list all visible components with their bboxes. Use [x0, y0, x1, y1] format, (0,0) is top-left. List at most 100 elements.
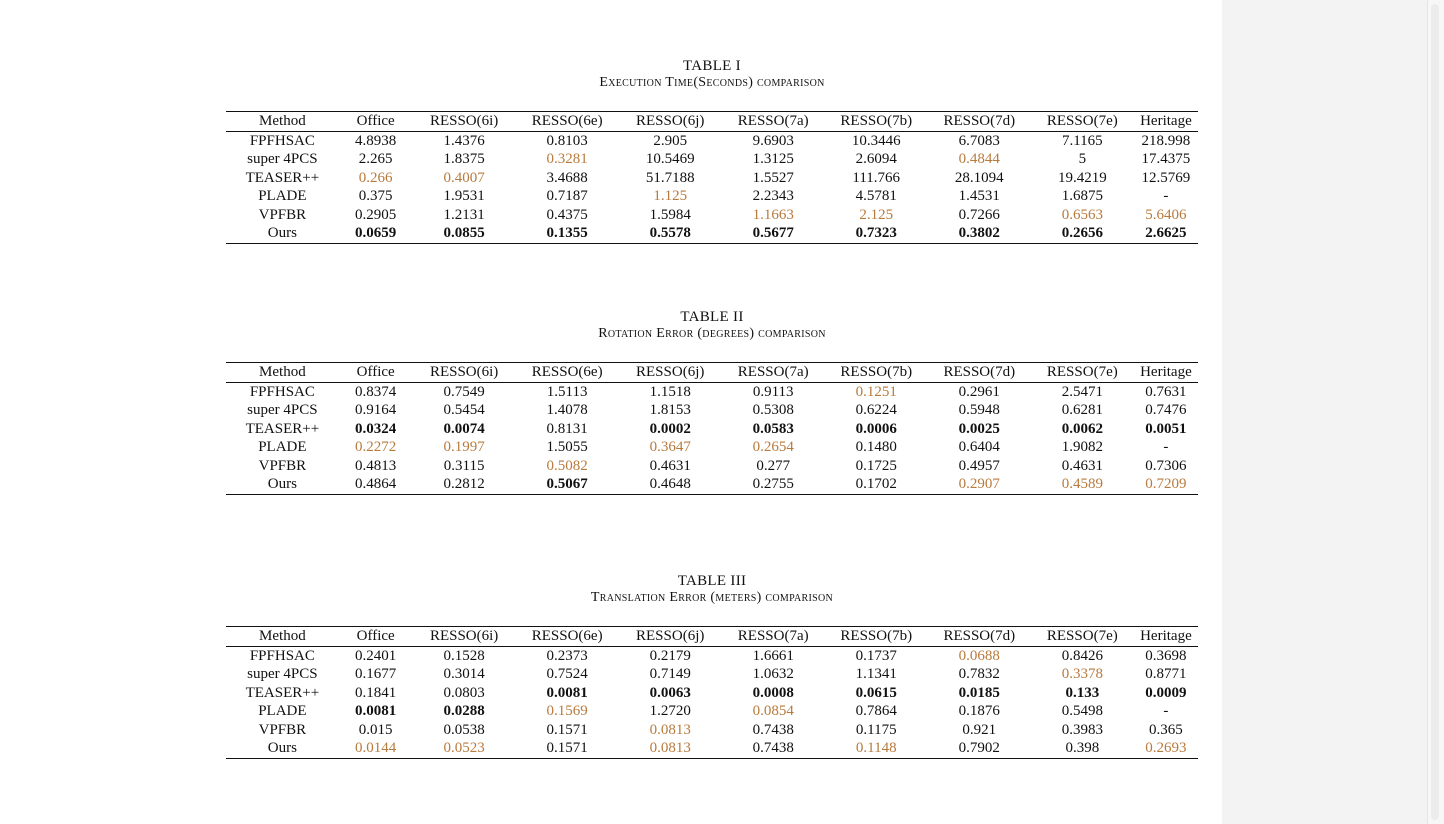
column-header: RESSO(7a) — [737, 364, 809, 381]
value-cell: 0.7902 — [958, 740, 1000, 757]
table-row: VPFBR 0.4813 0.3115 0.5082 0.4631 0.277 0.1725… — [226, 457, 1198, 476]
table-row: super 4PCS 0.1677 0.3014 0.7524 0.7149 1.0632… — [226, 665, 1198, 684]
value-cell: 0.5578 — [649, 225, 691, 242]
value-cell: 1.5527 — [752, 169, 794, 186]
value-cell: 2.265 — [358, 151, 393, 168]
value-cell: 2.6094 — [855, 151, 897, 168]
table-block-2: TABLE II Rotation Error (degrees) compar… — [226, 309, 1198, 495]
table-block-3: TABLE III Translation Error (meters) com… — [226, 573, 1198, 759]
value-cell: 0.4864 — [355, 476, 397, 493]
value-cell: 1.2131 — [443, 206, 485, 223]
value-cell: 0.3378 — [1061, 666, 1103, 683]
value-cell: 0.2401 — [355, 647, 397, 664]
value-cell: 0.5082 — [546, 457, 588, 474]
value-cell: 0.1737 — [855, 647, 897, 664]
value-cell: 1.4376 — [443, 132, 485, 149]
value-cell: 0.8771 — [1145, 666, 1187, 683]
value-cell: 0.133 — [1065, 684, 1100, 701]
value-cell: 0.277 — [756, 457, 791, 474]
value-cell: 0.1355 — [546, 225, 588, 242]
table-row: Ours 0.0659 0.0855 0.1355 0.5578 0.5677 0.7323… — [226, 224, 1198, 243]
method-cell: VPFBR — [258, 721, 307, 738]
method-cell: super 4PCS — [247, 151, 318, 168]
method-cell: TEASER++ — [245, 169, 320, 186]
column-header: RESSO(6i) — [429, 364, 499, 381]
value-cell: 28.1094 — [954, 169, 1004, 186]
table-row: Ours 0.0144 0.0523 0.1571 0.0813 0.7438 0.1148… — [226, 739, 1198, 758]
value-cell: 0.1480 — [855, 439, 897, 456]
value-cell: 0.7306 — [1145, 457, 1187, 474]
value-cell: 0.398 — [1065, 740, 1100, 757]
value-cell: 0.0185 — [958, 684, 1000, 701]
value-cell: 9.6903 — [752, 132, 794, 149]
method-cell: Ours — [267, 740, 297, 757]
value-cell: 0.5498 — [1061, 703, 1103, 720]
value-cell: 0.1725 — [855, 457, 897, 474]
value-cell: 1.5984 — [649, 206, 691, 223]
value-cell: 0.1702 — [855, 476, 897, 493]
table-title: Translation Error (meters) comparison — [590, 590, 834, 605]
column-header: RESSO(7a) — [737, 628, 809, 645]
value-cell: 0.4957 — [958, 457, 1000, 474]
value-cell: 0.4631 — [1061, 457, 1103, 474]
value-cell: 1.3125 — [752, 151, 794, 168]
value-cell: 0.6224 — [855, 402, 897, 419]
value-cell: 0.1841 — [355, 684, 397, 701]
method-cell: PLADE — [258, 703, 307, 720]
column-header: Office — [356, 628, 395, 645]
column-header: RESSO(7b) — [840, 364, 913, 381]
value-cell: - — [1163, 188, 1169, 205]
value-cell: 0.7438 — [752, 740, 794, 757]
value-cell: 19.4219 — [1057, 169, 1107, 186]
value-cell: 2.6625 — [1145, 225, 1187, 242]
method-cell: VPFBR — [258, 206, 307, 223]
value-cell: 0.5948 — [958, 402, 1000, 419]
value-cell: 1.9531 — [443, 188, 485, 205]
table-row: Ours 0.4864 0.2812 0.5067 0.4648 0.2755 0.1702… — [226, 475, 1198, 494]
value-cell: 0.2961 — [958, 383, 1000, 400]
column-header: RESSO(7d) — [943, 113, 1016, 130]
value-cell: 0.2179 — [649, 647, 691, 664]
table-row: FPFHSAC 4.8938 1.4376 0.8103 2.905 9.6903 10.3… — [226, 131, 1198, 150]
value-cell: 0.7187 — [546, 188, 588, 205]
scrollbar-thumb[interactable] — [1431, 4, 1439, 820]
method-cell: super 4PCS — [247, 666, 318, 683]
value-cell: 0.4007 — [443, 169, 485, 186]
value-cell: 1.6661 — [752, 647, 794, 664]
value-cell: 0.0813 — [649, 740, 691, 757]
value-cell: 1.125 — [653, 188, 688, 205]
value-cell: 3.4688 — [546, 169, 588, 186]
column-header: RESSO(7b) — [840, 628, 913, 645]
column-header: Heritage — [1140, 628, 1192, 645]
value-cell: 0.4648 — [649, 476, 691, 493]
value-cell: 0.6563 — [1061, 206, 1103, 223]
value-cell: 0.3115 — [443, 457, 485, 474]
column-header: RESSO(6j) — [636, 364, 705, 381]
column-header: RESSO(7b) — [840, 113, 913, 130]
value-cell: 2.2343 — [752, 188, 794, 205]
value-cell: 1.6875 — [1061, 188, 1103, 205]
table-row: TEASER++ 0.266 0.4007 3.4688 51.7188 1.5527 11… — [226, 169, 1198, 188]
table-number: TABLE I — [683, 58, 741, 74]
value-cell: 0.365 — [1149, 721, 1183, 738]
value-cell: 0.2907 — [958, 476, 1000, 493]
value-cell: 0.0288 — [443, 703, 485, 720]
table-row: super 4PCS 2.265 1.8375 0.3281 10.5469 1.3125… — [226, 150, 1198, 169]
value-cell: 0.7209 — [1145, 476, 1187, 493]
value-cell: 1.5113 — [546, 383, 588, 400]
value-cell: 0.0081 — [355, 703, 397, 720]
table-row: PLADE 0.375 1.9531 0.7187 1.125 2.2343 4.5781 1… — [226, 187, 1198, 206]
value-cell: 0.1571 — [546, 721, 588, 738]
value-cell: 0.2373 — [546, 647, 588, 664]
column-header: Office — [356, 364, 395, 381]
column-header: Heritage — [1140, 364, 1192, 381]
value-cell: 0.7832 — [958, 666, 1000, 683]
value-cell: 0.2812 — [443, 476, 485, 493]
value-cell: 0.0009 — [1145, 684, 1187, 701]
value-cell: 0.0659 — [355, 225, 397, 242]
value-cell: 0.0523 — [443, 740, 485, 757]
value-cell: 0.3647 — [649, 439, 691, 456]
method-cell: FPFHSAC — [249, 132, 315, 149]
value-cell: 1.8153 — [649, 402, 691, 419]
table-row: PLADE 0.0081 0.0288 0.1569 1.2720 0.0854 0.786… — [226, 702, 1198, 721]
